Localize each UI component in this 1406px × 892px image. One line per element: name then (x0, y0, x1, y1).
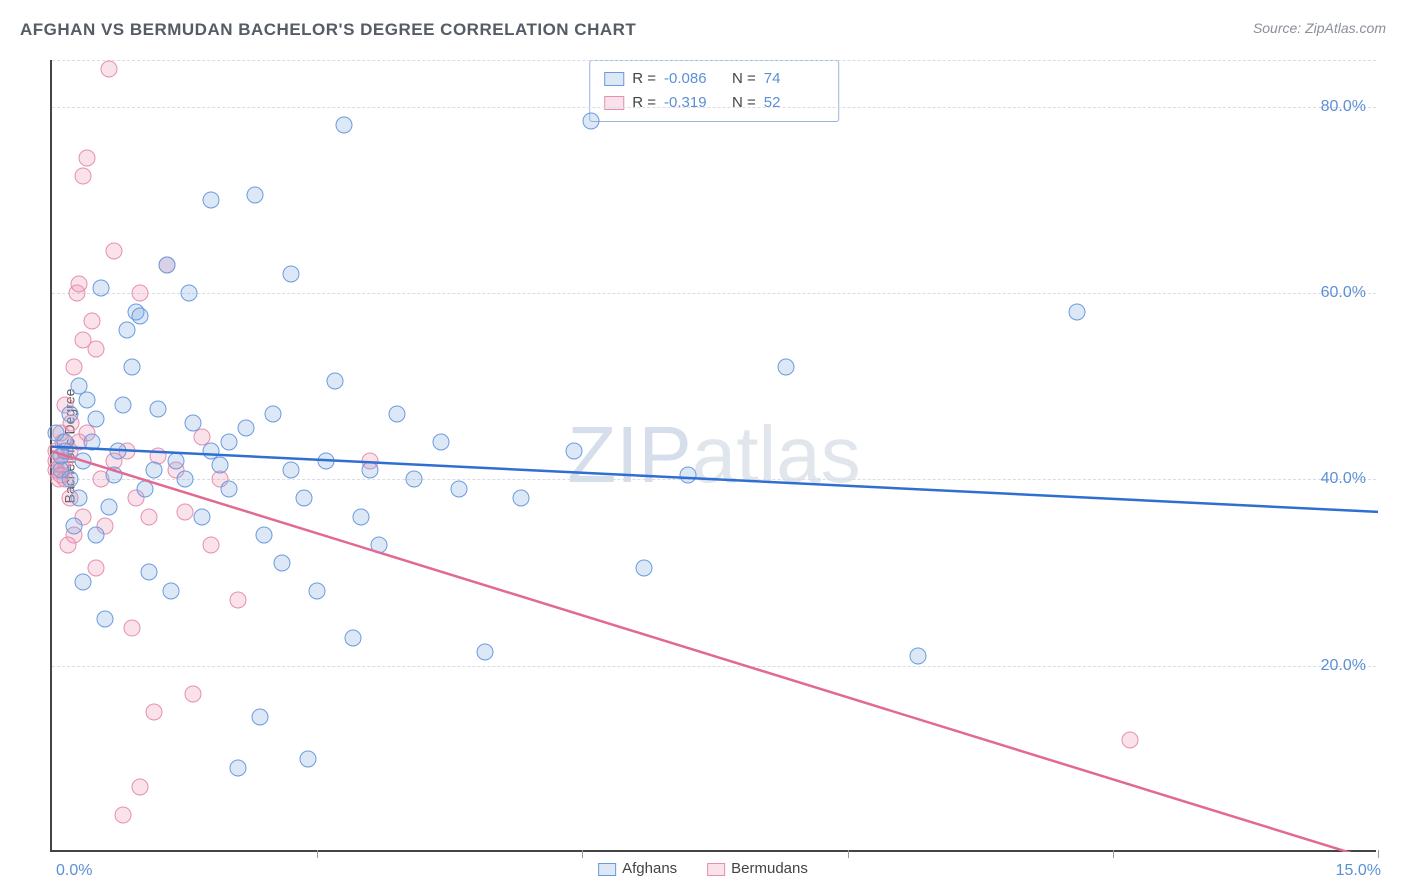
legend-swatch (598, 863, 616, 876)
trendlines-layer (52, 60, 1378, 852)
legend-series-label: Afghans (622, 860, 677, 877)
x-axis-end-label: 15.0% (1336, 862, 1381, 880)
source-attribution: Source: ZipAtlas.com (1253, 20, 1386, 36)
legend-series-item: Bermudans (707, 860, 808, 877)
legend-series: Afghans Bermudans (598, 860, 808, 877)
trend-line (52, 447, 1378, 512)
source-prefix: Source: (1253, 20, 1305, 36)
chart-title: AFGHAN VS BERMUDAN BACHELOR'S DEGREE COR… (20, 20, 636, 40)
legend-series-label: Bermudans (731, 860, 808, 877)
x-tick-mark (1378, 850, 1379, 858)
source-link-text[interactable]: ZipAtlas.com (1305, 20, 1386, 36)
plot-area: ZIPatlas R =-0.086N =74R =-0.319N =52 20… (50, 60, 1376, 852)
x-axis-origin-label: 0.0% (56, 862, 92, 880)
legend-swatch (707, 863, 725, 876)
trend-line (52, 451, 1378, 852)
legend-series-item: Afghans (598, 860, 677, 877)
